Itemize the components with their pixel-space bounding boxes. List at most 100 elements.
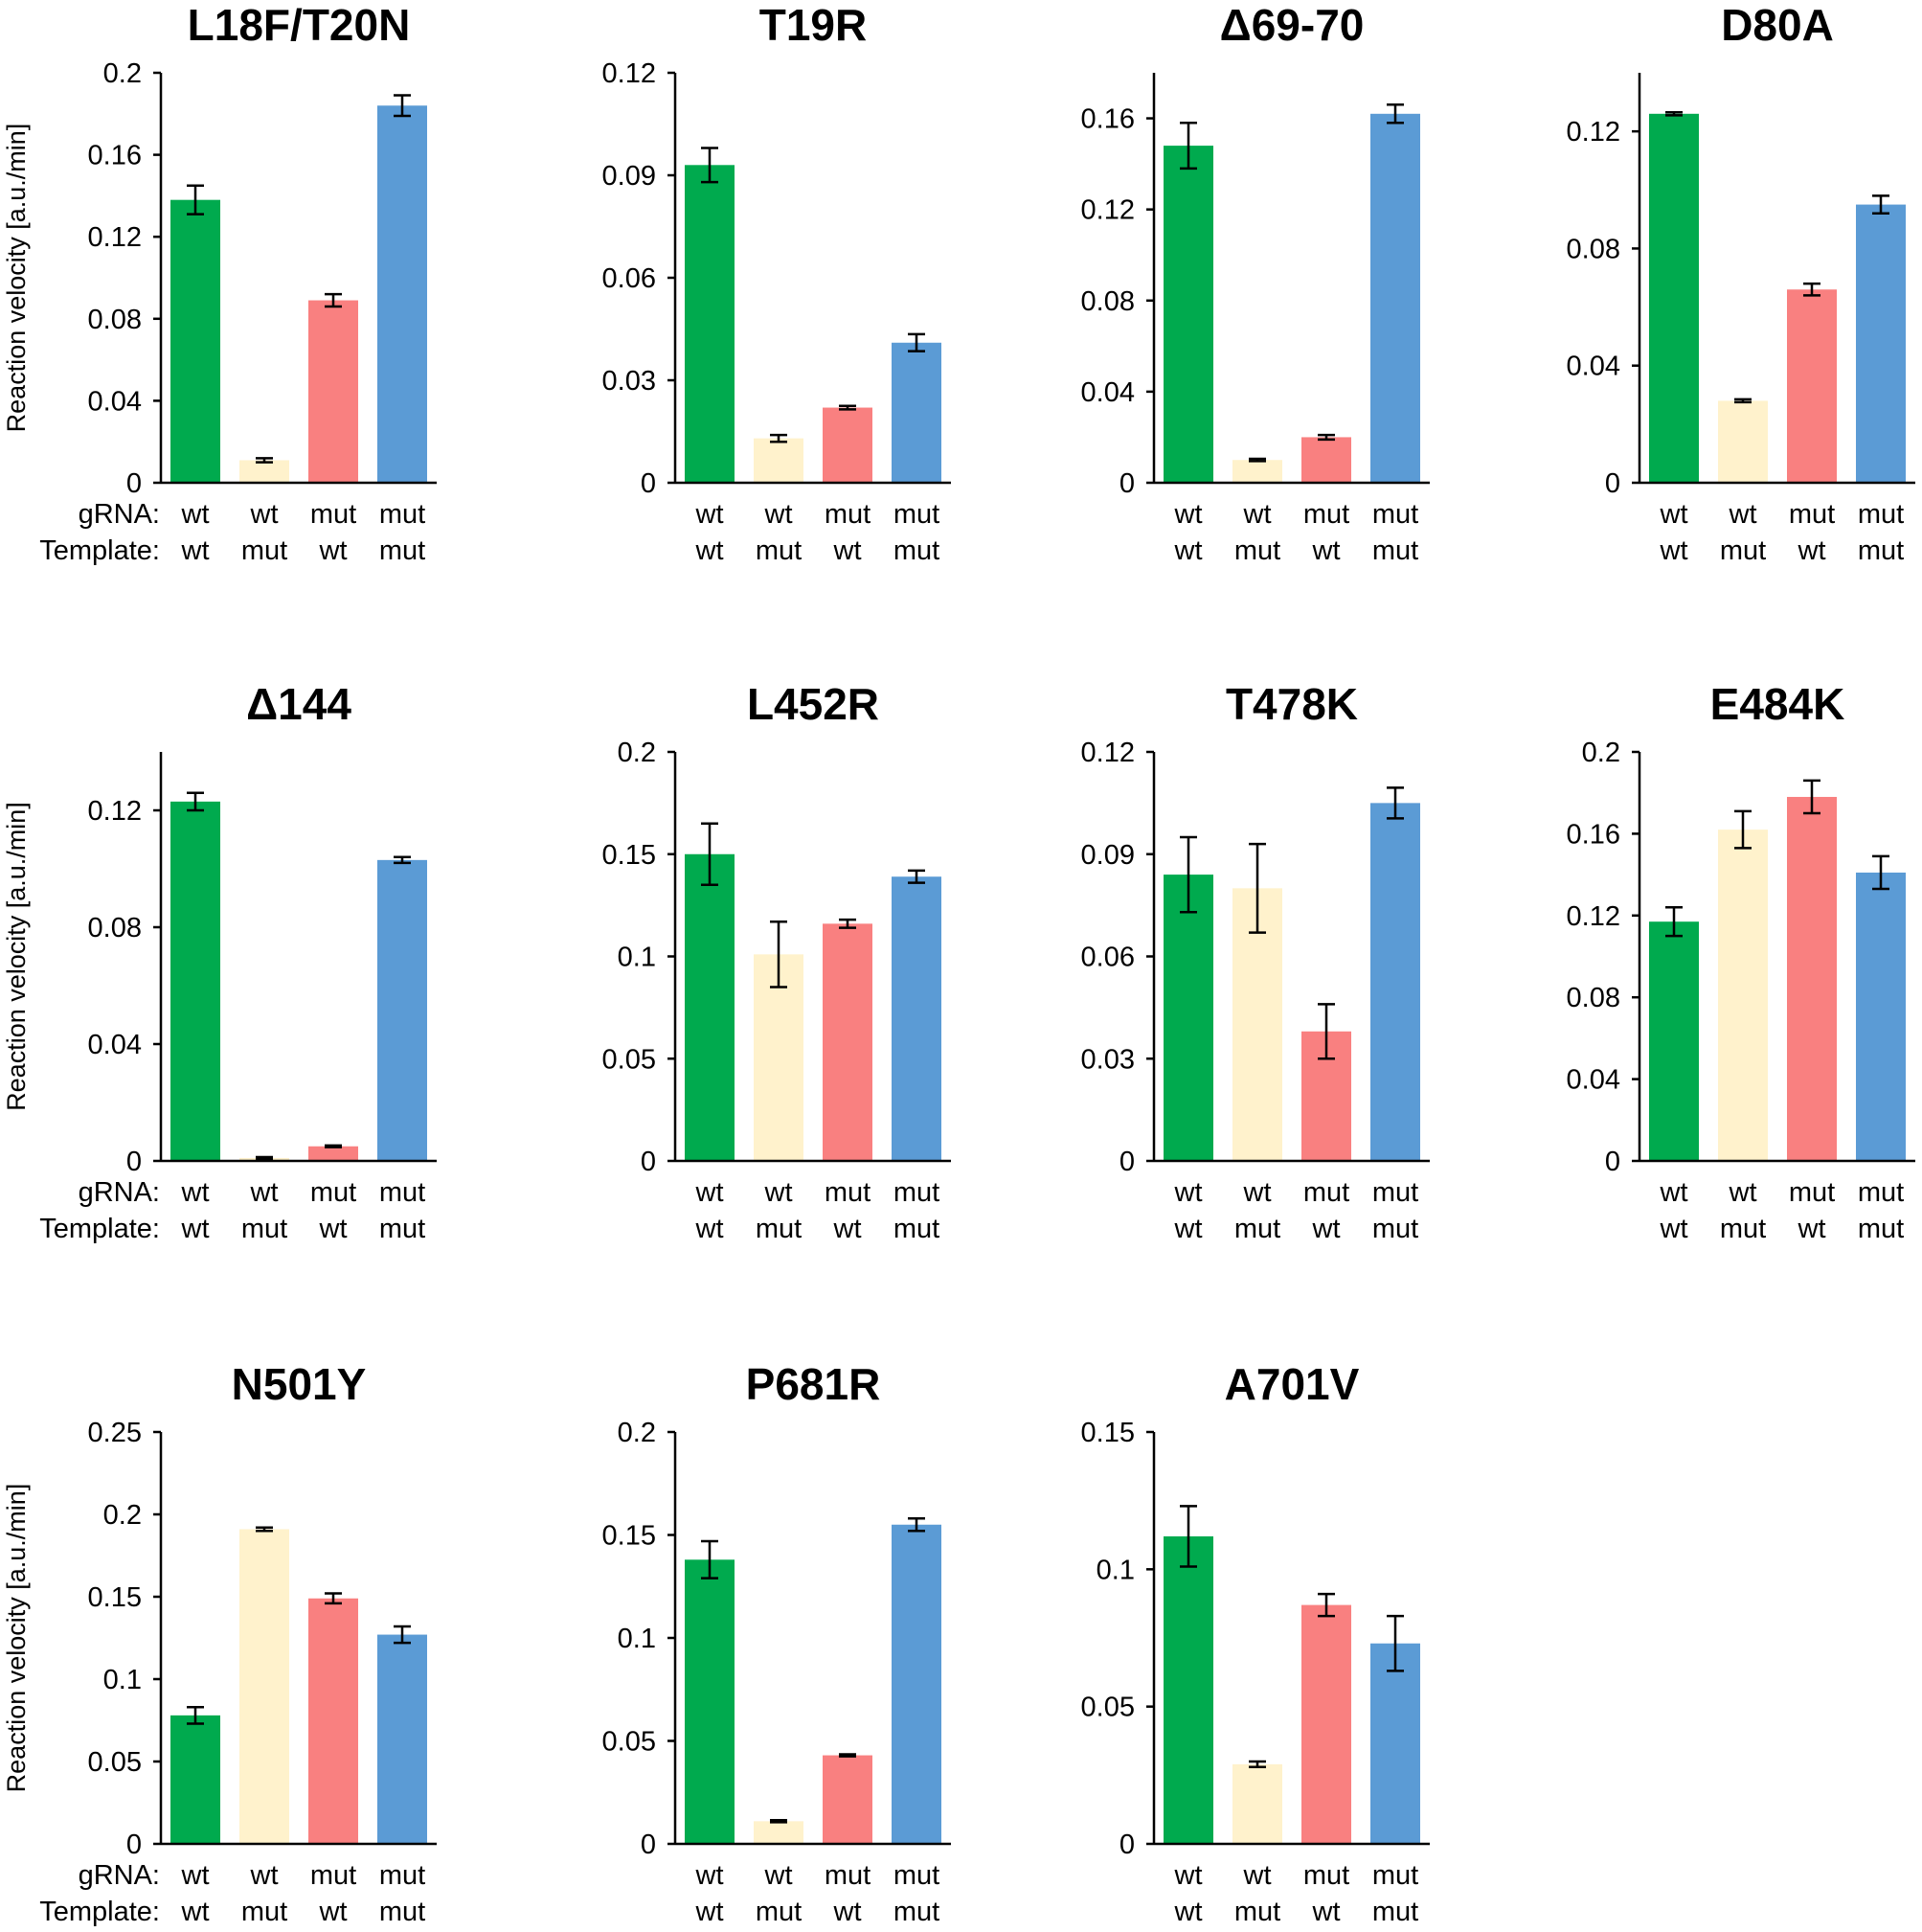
bar <box>892 342 941 483</box>
bar <box>1856 204 1906 484</box>
x-label-template: wt <box>181 1897 210 1927</box>
y-tick-label: 0.15 <box>602 1521 656 1552</box>
bar <box>1164 146 1213 484</box>
chart-title: P681R <box>746 1359 881 1409</box>
error-bar <box>256 1526 273 1533</box>
x-label-grna: mut <box>893 1177 939 1208</box>
x-label-template: mut <box>1720 535 1766 566</box>
y-axis-label: Reaction velocity [a.u./min] <box>2 802 31 1111</box>
chart-panel: Δ69-7000.040.080.120.16wtwtwtmutmutwtmut… <box>1081 0 1430 566</box>
x-label-grna: wt <box>764 1177 793 1208</box>
error-bar <box>1249 1760 1266 1768</box>
bar <box>308 300 358 483</box>
bar <box>1370 1643 1420 1844</box>
bar <box>1232 460 1282 483</box>
bar <box>377 1634 427 1844</box>
chart-panel: T478K00.030.060.090.12wtwtwtmutmutwtmutm… <box>1081 679 1430 1244</box>
y-tick-label: 0.15 <box>602 840 656 871</box>
y-tick-label: 0.05 <box>1081 1693 1135 1723</box>
x-label-grna: mut <box>379 1860 425 1891</box>
error-bar <box>1180 122 1197 170</box>
y-tick-label: 0.12 <box>1567 901 1620 932</box>
bar <box>1164 875 1213 1161</box>
chart-panel: Δ14400.040.080.12wtwtwtmutmutwtmutmutgRN… <box>2 679 437 1244</box>
bar <box>1164 1535 1213 1844</box>
x-label-template: wt <box>1798 535 1826 566</box>
bar <box>823 407 872 483</box>
y-tick-label: 0.09 <box>1081 840 1135 871</box>
y-tick-label: 0.05 <box>602 1727 656 1758</box>
bar <box>892 1524 941 1844</box>
bar <box>754 438 803 483</box>
error-bar <box>1387 1614 1404 1672</box>
bar <box>1301 1604 1351 1844</box>
x-label-template: wt <box>833 1897 862 1927</box>
error-bar <box>908 332 925 352</box>
row-label-template: Template: <box>39 1897 160 1927</box>
y-tick-label: 0.08 <box>88 305 142 335</box>
row-label-grna: gRNA: <box>79 499 160 530</box>
error-bar <box>1803 779 1820 815</box>
y-tick-label: 0.2 <box>103 1500 142 1531</box>
chart-panel: T19R00.030.060.090.12wtwtwtmutmutwtmutmu… <box>602 0 951 566</box>
chart-title: T19R <box>759 0 867 50</box>
y-tick-label: 0.05 <box>602 1044 656 1075</box>
x-label-template: wt <box>1798 1214 1826 1244</box>
error-bar <box>1734 809 1752 850</box>
error-bar <box>1249 842 1266 934</box>
error-bar <box>908 869 925 884</box>
bar <box>1718 830 1768 1161</box>
chart-title: Δ144 <box>246 679 351 729</box>
x-label-grna: wt <box>695 1860 724 1891</box>
error-bar <box>908 1517 925 1533</box>
y-tick-label: 0.08 <box>1567 234 1620 264</box>
x-label-template: mut <box>1720 1214 1766 1244</box>
y-tick-label: 0.16 <box>88 141 142 171</box>
chart-title: N501Y <box>232 1359 367 1409</box>
x-label-template: mut <box>893 1897 939 1927</box>
y-tick-label: 0.2 <box>1582 738 1620 768</box>
x-label-grna: mut <box>1303 1860 1349 1891</box>
error-bar <box>1387 103 1404 125</box>
y-tick-label: 0.04 <box>88 1030 142 1060</box>
y-tick-label: 0.12 <box>1081 195 1135 226</box>
x-label-template: wt <box>1660 535 1688 566</box>
row-label-template: Template: <box>39 535 160 566</box>
y-axis-label: Reaction velocity [a.u./min] <box>2 1484 31 1793</box>
bar <box>1649 921 1699 1161</box>
x-label-template: wt <box>695 1214 724 1244</box>
bar <box>377 105 427 484</box>
y-tick-label: 0 <box>1605 468 1620 499</box>
y-tick-label: 0.16 <box>1081 104 1135 135</box>
y-tick-label: 0.03 <box>602 366 656 397</box>
x-label-grna: wt <box>1174 499 1203 530</box>
x-label-template: mut <box>379 535 425 566</box>
bar <box>1649 113 1699 484</box>
bar <box>239 460 289 483</box>
error-bar <box>701 822 718 887</box>
x-label-grna: wt <box>1660 499 1688 530</box>
x-label-grna: wt <box>250 499 279 530</box>
x-label-template: wt <box>319 1897 348 1927</box>
chart-title: Δ69-70 <box>1220 0 1365 50</box>
x-label-grna: wt <box>181 499 210 530</box>
y-tick-label: 0.04 <box>1567 1065 1620 1096</box>
y-tick-label: 0.04 <box>88 386 142 417</box>
x-label-template: wt <box>1312 535 1341 566</box>
x-label-template: wt <box>695 1897 724 1927</box>
y-tick-label: 0 <box>1605 1147 1620 1177</box>
bar <box>170 199 220 483</box>
y-tick-label: 0 <box>126 1830 142 1860</box>
x-label-template: mut <box>1234 1897 1280 1927</box>
error-bar <box>1872 194 1889 215</box>
x-label-template: mut <box>893 1214 939 1244</box>
x-label-grna: wt <box>1243 1860 1272 1891</box>
x-label-template: wt <box>181 1214 210 1244</box>
x-label-template: wt <box>1174 535 1203 566</box>
bar <box>308 1146 358 1161</box>
error-bar <box>1665 111 1683 117</box>
bar <box>823 1755 872 1844</box>
x-label-template: mut <box>1372 535 1418 566</box>
